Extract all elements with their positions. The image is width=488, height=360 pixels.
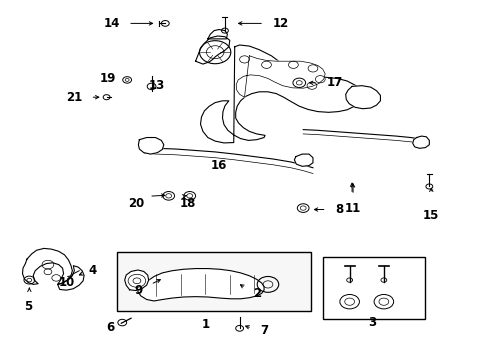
- Text: 16: 16: [210, 159, 226, 172]
- Polygon shape: [138, 138, 163, 154]
- Text: 4: 4: [89, 264, 97, 277]
- Text: 21: 21: [66, 91, 82, 104]
- Text: 5: 5: [24, 300, 32, 312]
- Text: 12: 12: [272, 17, 288, 30]
- Polygon shape: [124, 270, 148, 291]
- Bar: [322, 257, 425, 319]
- Text: 14: 14: [103, 17, 120, 30]
- Polygon shape: [236, 56, 325, 97]
- Polygon shape: [322, 257, 425, 319]
- Polygon shape: [200, 45, 361, 143]
- Text: 2: 2: [253, 287, 261, 300]
- Polygon shape: [207, 30, 227, 39]
- Polygon shape: [195, 36, 229, 64]
- Text: 9: 9: [134, 284, 142, 297]
- Polygon shape: [138, 269, 264, 301]
- Text: 15: 15: [422, 209, 439, 222]
- Text: 8: 8: [334, 203, 343, 216]
- Polygon shape: [22, 248, 72, 284]
- Text: 17: 17: [326, 76, 342, 89]
- Polygon shape: [58, 266, 84, 290]
- Text: 1: 1: [201, 318, 209, 330]
- Polygon shape: [345, 86, 380, 109]
- Text: 20: 20: [128, 197, 144, 210]
- Text: 18: 18: [180, 197, 196, 210]
- Bar: [117, 252, 310, 311]
- Text: 11: 11: [344, 202, 361, 215]
- Polygon shape: [117, 252, 310, 311]
- Text: 10: 10: [59, 276, 75, 289]
- Text: 13: 13: [149, 79, 165, 92]
- Text: 6: 6: [106, 321, 115, 334]
- Polygon shape: [294, 154, 312, 166]
- Text: 3: 3: [368, 316, 376, 329]
- Text: 19: 19: [100, 72, 116, 85]
- Text: 7: 7: [260, 324, 268, 337]
- Polygon shape: [412, 136, 428, 148]
